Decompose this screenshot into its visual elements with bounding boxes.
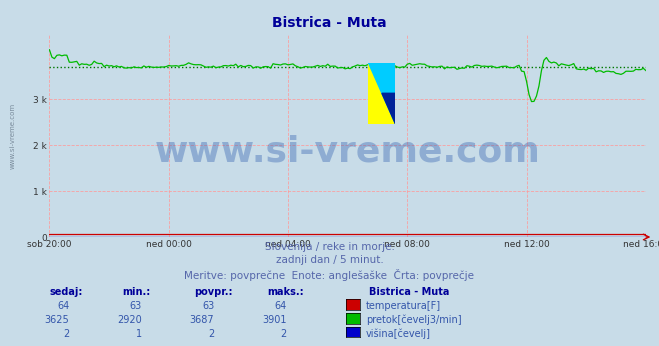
Text: temperatura[F]: temperatura[F]: [366, 301, 441, 311]
Text: zadnji dan / 5 minut.: zadnji dan / 5 minut.: [275, 255, 384, 265]
Text: Slovenija / reke in morje.: Slovenija / reke in morje.: [264, 242, 395, 252]
Text: 2920: 2920: [117, 315, 142, 325]
Text: Bistrica - Muta: Bistrica - Muta: [272, 16, 387, 29]
Text: sedaj:: sedaj:: [49, 287, 83, 297]
Text: min.:: min.:: [122, 287, 150, 297]
Text: višina[čevelj]: višina[čevelj]: [366, 329, 431, 339]
Text: Meritve: povprečne  Enote: anglešaške  Črta: povprečje: Meritve: povprečne Enote: anglešaške Črt…: [185, 269, 474, 281]
Text: 2: 2: [63, 329, 69, 339]
Polygon shape: [368, 63, 395, 124]
Polygon shape: [368, 63, 395, 124]
Text: pretok[čevelj3/min]: pretok[čevelj3/min]: [366, 315, 461, 325]
Text: 2: 2: [208, 329, 214, 339]
Text: povpr.:: povpr.:: [194, 287, 233, 297]
Text: maks.:: maks.:: [267, 287, 304, 297]
Text: 63: 63: [129, 301, 142, 311]
Text: 63: 63: [202, 301, 214, 311]
Text: 64: 64: [57, 301, 69, 311]
Text: 3687: 3687: [190, 315, 214, 325]
Text: www.si-vreme.com: www.si-vreme.com: [155, 135, 540, 169]
Text: 2: 2: [281, 329, 287, 339]
Text: 3901: 3901: [262, 315, 287, 325]
Text: 64: 64: [274, 301, 287, 311]
Text: Bistrica - Muta: Bistrica - Muta: [369, 287, 449, 297]
Polygon shape: [382, 93, 395, 124]
Text: www.si-vreme.com: www.si-vreme.com: [9, 103, 15, 169]
Text: 1: 1: [136, 329, 142, 339]
Text: 3625: 3625: [44, 315, 69, 325]
